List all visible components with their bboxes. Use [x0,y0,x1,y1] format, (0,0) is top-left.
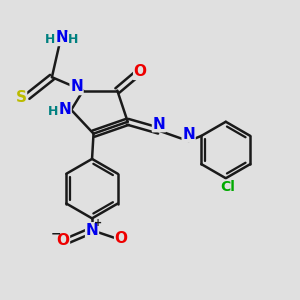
Text: S: S [16,91,26,106]
Text: H: H [68,33,78,46]
Text: Cl: Cl [221,180,236,194]
Text: N: N [152,117,165,132]
Text: N: N [55,30,68,45]
Text: H: H [45,33,56,46]
Text: +: + [94,218,102,228]
Text: O: O [56,233,69,248]
Text: N: N [182,127,195,142]
Text: N: N [86,223,98,238]
Text: N: N [70,80,83,94]
Text: O: O [134,64,147,79]
Text: N: N [58,102,71,117]
Text: O: O [115,231,128,246]
Text: −: − [51,227,62,240]
Text: H: H [48,105,58,118]
